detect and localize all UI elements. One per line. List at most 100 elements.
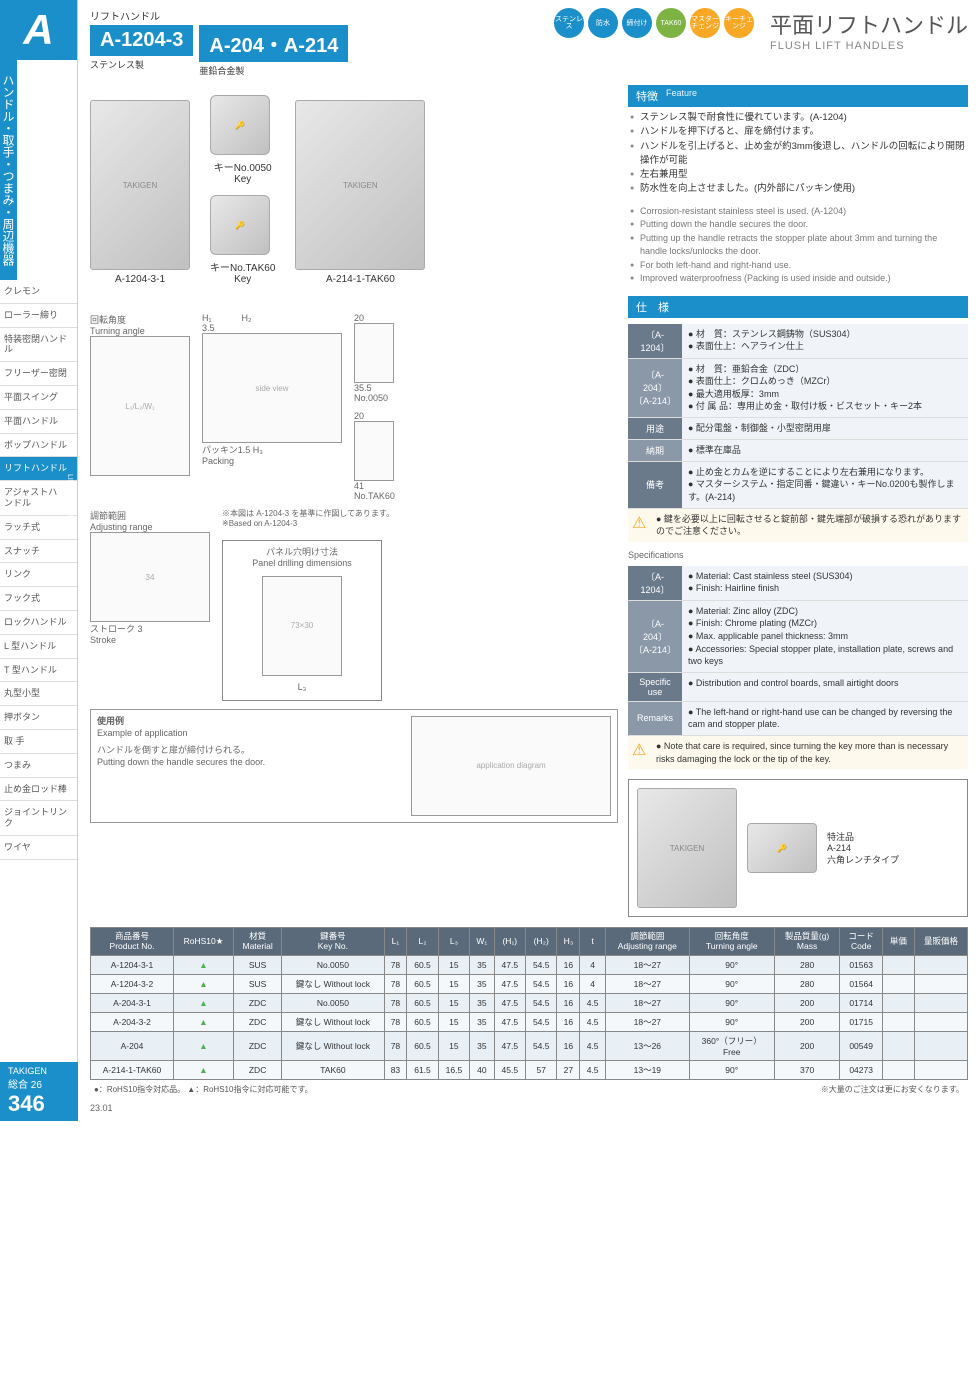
product-image-1: TAKIGEN <box>90 100 190 270</box>
sidebar-item[interactable]: リフトハンドルLIFT HANDLES <box>0 457 77 481</box>
footer-page-number: 346 <box>8 1091 70 1117</box>
table-cell: A-1204-3-2 <box>91 974 174 993</box>
feature-item: 防水性を向上させました。(内外部にパッキン使用) <box>630 182 966 196</box>
app-body-en: Putting down the handle secures the door… <box>97 757 403 769</box>
sidebar-item[interactable]: 止め金ロッド棒 <box>0 778 77 802</box>
sidebar-item[interactable]: 平面スイング <box>0 386 77 410</box>
dim-20a: 20 <box>354 313 395 323</box>
sidebar-item[interactable]: ワイヤ <box>0 836 77 860</box>
sidebar-item[interactable]: フリーザー密閉 <box>0 362 77 386</box>
section-letter: A <box>0 0 77 60</box>
spec-label: 備考 <box>628 462 682 508</box>
footer-catalog: 総合 26 <box>8 1076 70 1091</box>
stroke-en: Stroke <box>90 635 210 645</box>
dim-20b: 20 <box>354 411 395 421</box>
feature-icon: ステンレス <box>554 8 584 38</box>
spec-value: ● Material: Zinc alloy (ZDC) ● Finish: C… <box>682 601 968 672</box>
table-cell: 01564 <box>840 974 882 993</box>
spec-value: ● 材 質：ステンレス鋼鋳物（SUS304） ● 表面仕上：ヘアライン仕上 <box>682 324 968 358</box>
table-cell: 54.5 <box>526 974 557 993</box>
feature-item: ステンレス製で耐食性に優れています。(A-1204) <box>630 111 966 125</box>
table-header-cell: L₂ <box>407 928 438 955</box>
panel-drilling-drawing: 73×30 <box>262 576 342 676</box>
table-header-cell: L₃ <box>438 928 469 955</box>
sidebar-item[interactable]: 丸型小型 <box>0 682 77 706</box>
product-label-1: A-1204-3-1 <box>90 274 190 285</box>
spec-value: ● 止め金とカムを逆にすることにより左右兼用になります。 ● マスターシステム・… <box>682 462 968 508</box>
spec-header-en: Specifications <box>628 550 968 560</box>
table-cell: 15 <box>438 974 469 993</box>
table-row: A-204-3-1▲ZDCNo.00507860.5153547.554.516… <box>91 993 968 1012</box>
spec-label: 〔A-204〕 〔A-214〕 <box>628 359 682 417</box>
feature-icon: 締付け <box>622 8 652 38</box>
table-cell: 47.5 <box>494 974 525 993</box>
drawing-key-tak60 <box>354 421 394 481</box>
table-cell: 15 <box>438 955 469 974</box>
sidebar-item[interactable]: ポップハンドル <box>0 434 77 458</box>
table-cell: 57 <box>526 1060 557 1079</box>
table-cell: 4 <box>580 955 606 974</box>
spec-warning-en: ⚠ ● Note that care is required, since tu… <box>628 736 968 769</box>
drawing-side: side view <box>202 333 342 443</box>
table-cell: 78 <box>384 955 407 974</box>
table-header-cell: L₁ <box>384 928 407 955</box>
feature-icon: キーチェンジ <box>724 8 754 38</box>
sidebar-item[interactable]: ジョイントリンク <box>0 801 77 836</box>
table-cell: No.0050 <box>282 955 384 974</box>
table-cell: 90° <box>689 1012 774 1031</box>
special-order-label-3: 六角レンチタイプ <box>827 853 899 866</box>
table-cell: 35 <box>470 993 494 1012</box>
sidebar-item[interactable]: 押ボタン <box>0 706 77 730</box>
sidebar-item[interactable]: ロックハンドル <box>0 611 77 635</box>
dim-h1: H₁ <box>202 313 212 323</box>
sidebar-item[interactable]: 特装密閉ハンドル <box>0 328 77 363</box>
table-cell: 01715 <box>840 1012 882 1031</box>
sidebar-item[interactable]: L 型ハンドル <box>0 635 77 659</box>
table-header-cell: 調節範囲 Adjusting range <box>605 928 689 955</box>
table-cell: 4 <box>580 974 606 993</box>
feature-icon: TAK60 <box>656 8 686 38</box>
sidebar-item[interactable]: スナッチ <box>0 540 77 564</box>
sidebar-item[interactable]: 平面ハンドル <box>0 410 77 434</box>
table-cell: 4.5 <box>580 1012 606 1031</box>
table-cell: 04273 <box>840 1060 882 1079</box>
key-image-2: 🔑 <box>210 195 270 255</box>
table-cell: ▲ <box>173 955 233 974</box>
spec-label: 〔A-204〕 〔A-214〕 <box>628 601 682 672</box>
table-cell: 01714 <box>840 993 882 1012</box>
table-cell: 360°（フリー） Free <box>689 1031 774 1060</box>
table-header-cell: 製品質量(g) Mass <box>774 928 840 955</box>
spec-row: 用途● 配分電盤・制御盤・小型密閉用扉 <box>628 418 968 440</box>
dim-h2: H₂ <box>242 313 252 323</box>
sidebar-item[interactable]: クレモン <box>0 280 77 304</box>
sidebar-item[interactable]: リンク <box>0 563 77 587</box>
sidebar-item[interactable]: つまみ <box>0 754 77 778</box>
sidebar-item[interactable]: 取 手 <box>0 730 77 754</box>
table-cell: 60.5 <box>407 1031 438 1060</box>
table-cell: 18～27 <box>605 1012 689 1031</box>
sidebar-item[interactable]: T 型ハンドル <box>0 659 77 683</box>
table-cell: 35 <box>470 955 494 974</box>
spec-label: 納期 <box>628 440 682 461</box>
table-cell: 90° <box>689 993 774 1012</box>
table-cell <box>914 1031 967 1060</box>
table-cell: 47.5 <box>494 955 525 974</box>
table-cell: 16 <box>557 974 580 993</box>
application-example: 使用例 Example of application ハンドルを倒すと扉が締付け… <box>90 709 618 823</box>
table-cell: 60.5 <box>407 1012 438 1031</box>
feature-item: ハンドルを押下げると、扉を締付けます。 <box>630 125 966 139</box>
page-footer: 23.01 <box>90 1103 968 1113</box>
table-header-cell: RoHS10★ <box>173 928 233 955</box>
packing-en: Packing <box>202 456 342 466</box>
sidebar-item[interactable]: フック式 <box>0 587 77 611</box>
table-cell: 370 <box>774 1060 840 1079</box>
model-code-2: A-204・A-214 <box>199 25 348 62</box>
feature-item: Improved waterproofness (Packing is used… <box>630 272 966 286</box>
table-cell: 16.5 <box>438 1060 469 1079</box>
table-cell: 鍵なし Without lock <box>282 1012 384 1031</box>
key-label-1: キーNo.0050 Key <box>210 159 275 185</box>
table-cell: 280 <box>774 955 840 974</box>
table-header-cell: t <box>580 928 606 955</box>
technical-drawings: 回転角度 Turning angle L₁/L₂/W₁ H₁ H₂ 3.5 <box>90 307 618 829</box>
sidebar-item[interactable]: ローラー締り <box>0 304 77 328</box>
